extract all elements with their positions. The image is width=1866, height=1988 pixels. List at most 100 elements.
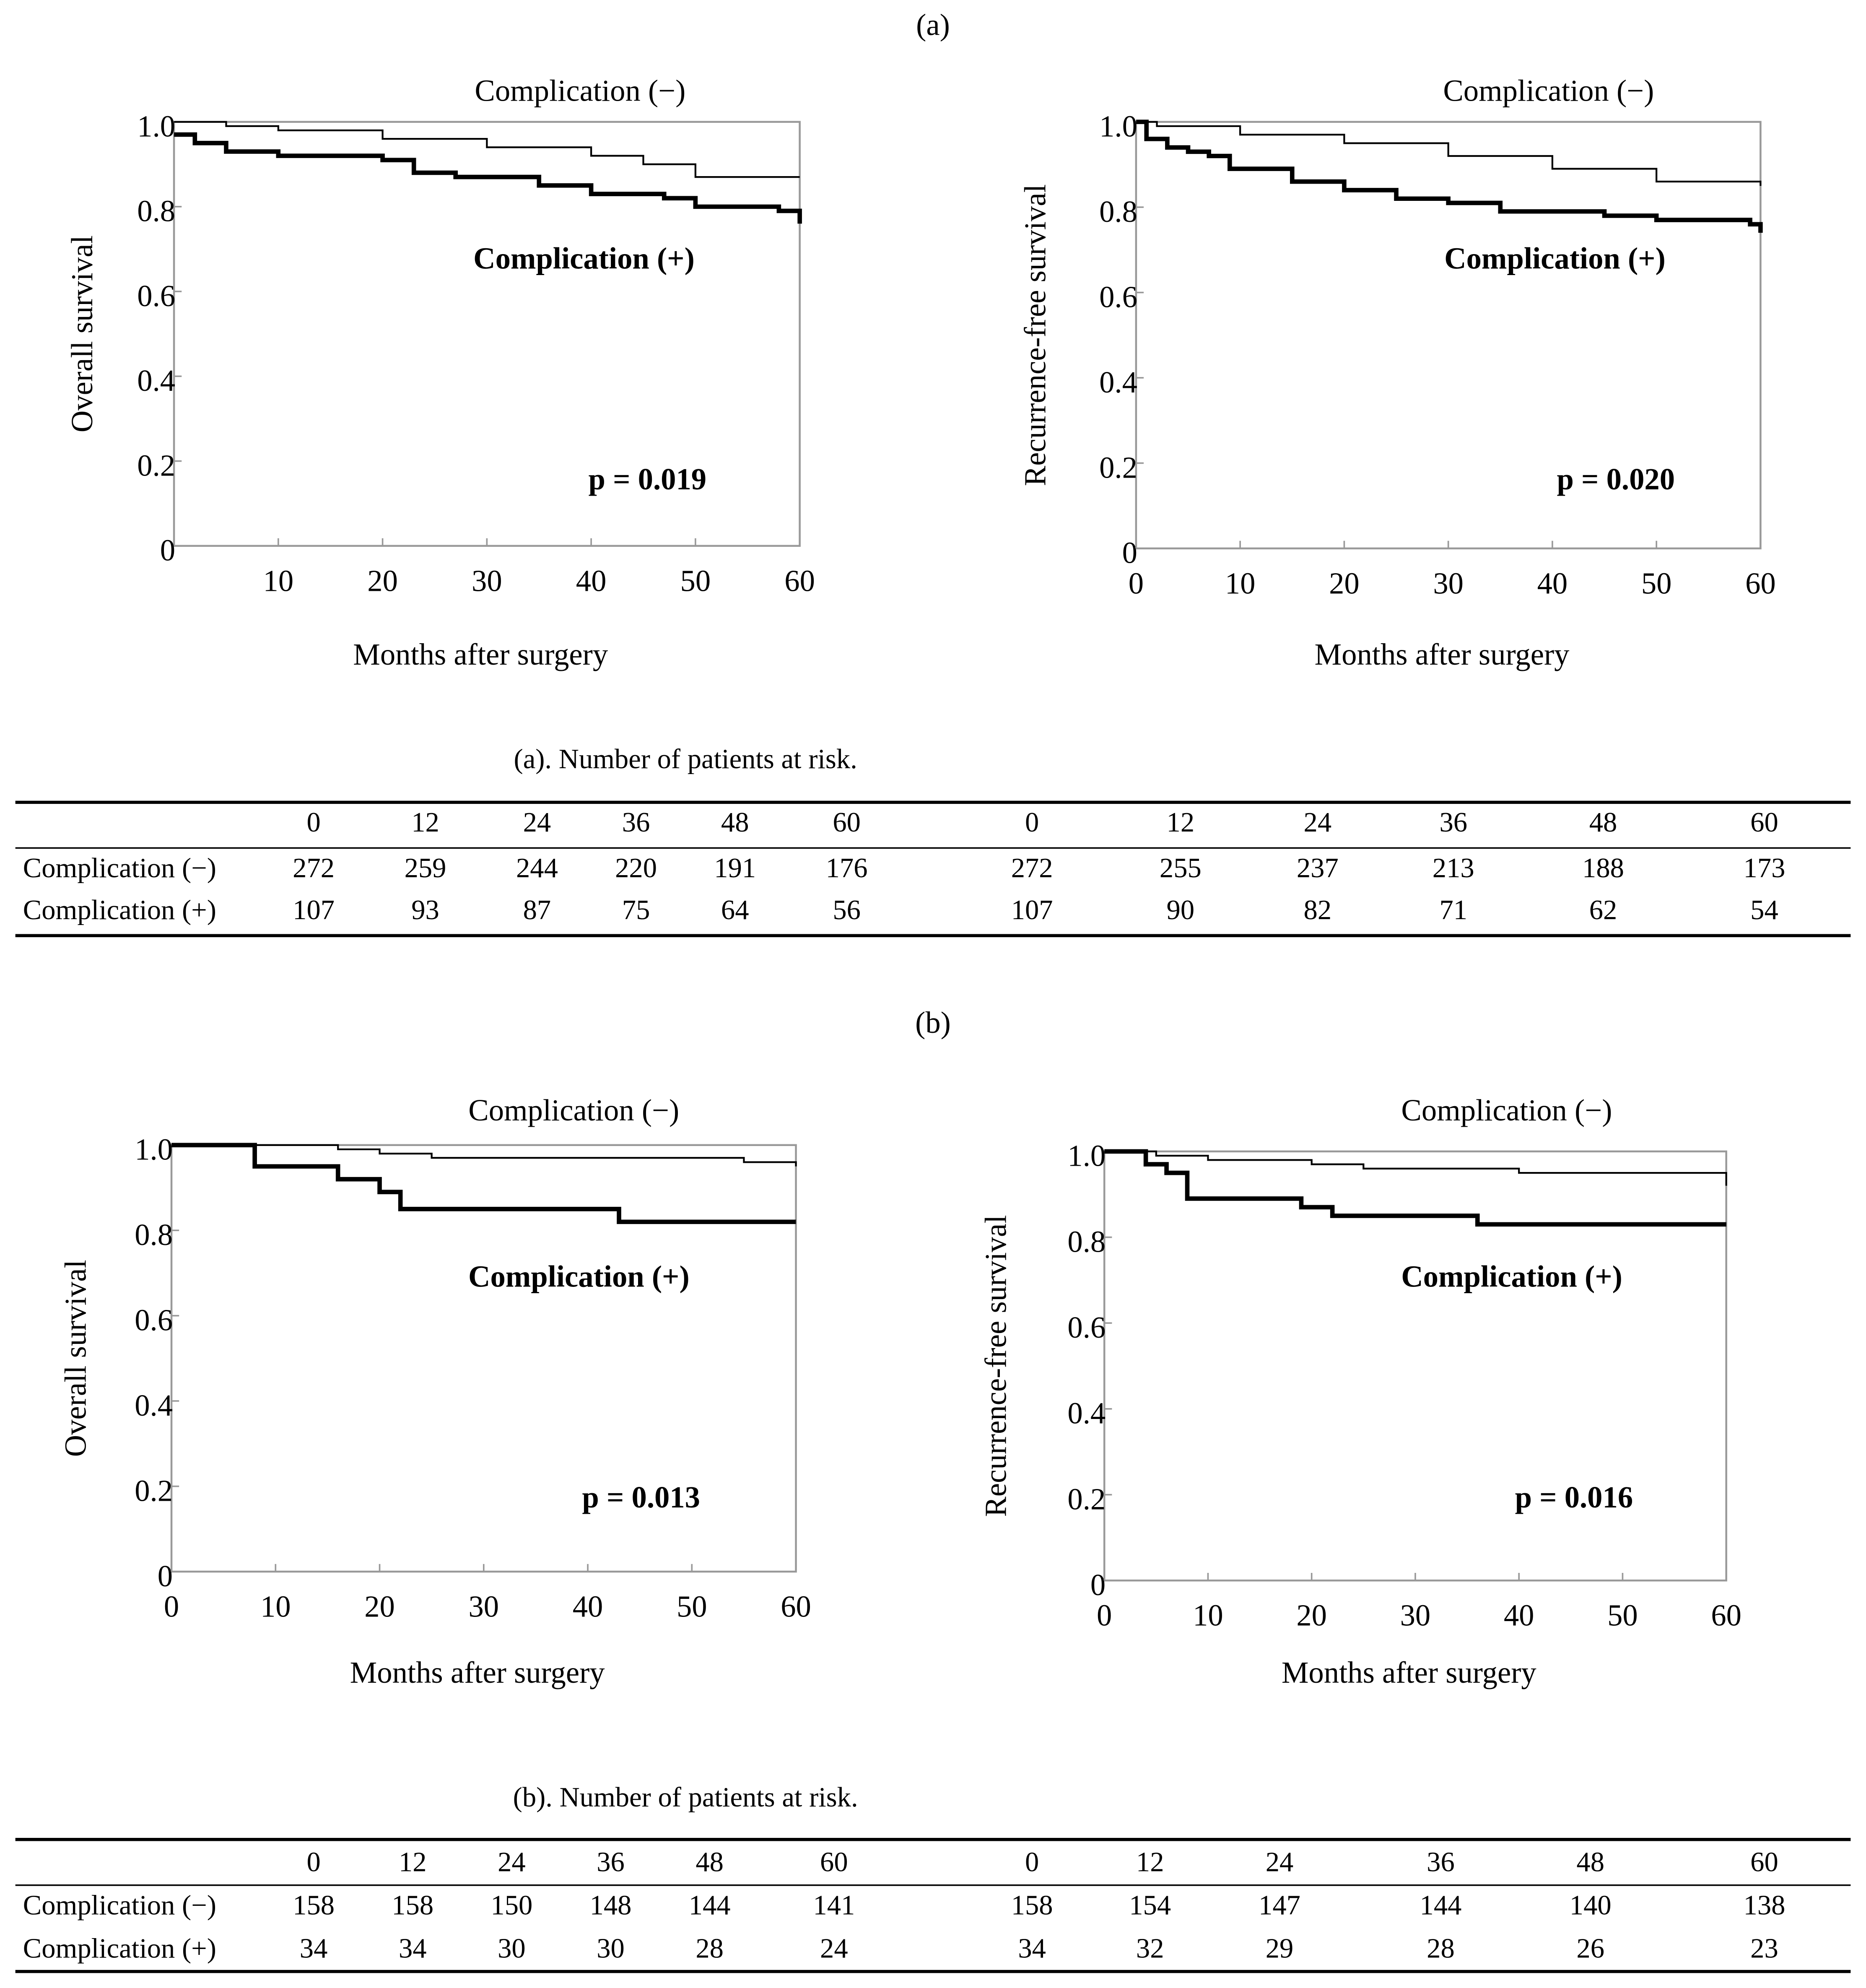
table-cell: 141 xyxy=(813,1890,855,1921)
panel-label: (a) xyxy=(916,8,950,42)
panel-label: (b) xyxy=(915,1006,951,1039)
table-cell: 144 xyxy=(689,1890,731,1921)
curve-label: Complication (+) xyxy=(1401,1259,1622,1293)
x-tick-label: 10 xyxy=(263,564,294,598)
x-tick-label: 0 xyxy=(164,1589,179,1623)
table-cell: 148 xyxy=(590,1890,632,1921)
x-tick-label: 10 xyxy=(260,1589,291,1623)
x-tick-label: 50 xyxy=(1641,566,1672,600)
table-cell: 138 xyxy=(1744,1890,1786,1921)
survival-curve xyxy=(1136,120,1763,233)
table-cell: 54 xyxy=(1750,895,1778,925)
x-tick-label: 10 xyxy=(1225,566,1256,600)
x-axis-label: Months after surgery xyxy=(1282,1655,1537,1689)
table-cell: 154 xyxy=(1129,1890,1171,1921)
curve-label: Complication (+) xyxy=(1444,241,1666,275)
table-cell: 62 xyxy=(1589,895,1617,925)
row-label: Complication (+) xyxy=(23,1933,216,1964)
column-header: 24 xyxy=(498,1847,526,1878)
y-axis-label: Recurrence-free survival xyxy=(979,1215,1013,1517)
y-tick-label: 0.8 xyxy=(135,1218,173,1252)
column-header: 12 xyxy=(1167,807,1195,838)
chart-title: Complication (−) xyxy=(1401,1093,1612,1127)
table-cell: 87 xyxy=(523,895,551,925)
x-tick-label: 60 xyxy=(781,1589,811,1623)
y-tick-label: 0 xyxy=(158,1559,173,1593)
column-header: 0 xyxy=(1025,1847,1039,1878)
column-header: 0 xyxy=(306,1847,320,1878)
table-cell: 82 xyxy=(1304,895,1332,925)
y-tick-label: 0.2 xyxy=(1099,450,1137,484)
column-header: 12 xyxy=(399,1847,427,1878)
x-tick-label: 20 xyxy=(367,564,398,598)
table-cell: 158 xyxy=(293,1890,335,1921)
column-header: 60 xyxy=(1750,1847,1778,1878)
table-cell: 56 xyxy=(833,895,861,925)
x-axis-label: Months after surgery xyxy=(353,637,608,671)
y-tick-label: 1.0 xyxy=(137,109,175,143)
table-cell: 28 xyxy=(1427,1933,1455,1964)
table-cell: 23 xyxy=(1750,1933,1778,1964)
y-tick-label: 1.0 xyxy=(1099,109,1137,143)
table-cell: 107 xyxy=(1011,895,1053,925)
table-cell: 24 xyxy=(820,1933,848,1964)
table-cell: 259 xyxy=(405,853,446,884)
y-tick-label: 0 xyxy=(1090,1568,1106,1602)
y-tick-label: 0.2 xyxy=(135,1473,173,1507)
y-tick-label: 0.6 xyxy=(1099,280,1137,314)
x-tick-label: 30 xyxy=(1433,566,1464,600)
survival-curve xyxy=(171,1144,797,1167)
survival-curve xyxy=(1104,1150,1727,1186)
p-value: p = 0.013 xyxy=(582,1480,700,1514)
survival-curve xyxy=(174,121,800,178)
x-tick-label: 10 xyxy=(1193,1598,1223,1632)
x-axis-label: Months after surgery xyxy=(1315,637,1570,671)
curve-label: Complication (+) xyxy=(473,241,695,275)
y-tick-label: 0.4 xyxy=(1099,365,1137,399)
x-tick-label: 30 xyxy=(1400,1598,1431,1632)
y-axis-label: Overall survival xyxy=(59,1260,93,1457)
column-header: 24 xyxy=(1266,1847,1294,1878)
survival-curve xyxy=(174,132,802,224)
row-label: Complication (−) xyxy=(23,853,216,884)
p-value: p = 0.016 xyxy=(1515,1480,1633,1514)
x-tick-label: 40 xyxy=(576,564,607,598)
y-tick-label: 1.0 xyxy=(135,1133,173,1167)
x-tick-label: 50 xyxy=(680,564,711,598)
chart-title: Complication (−) xyxy=(475,74,685,108)
y-tick-label: 0 xyxy=(1122,536,1137,570)
column-header: 12 xyxy=(1136,1847,1164,1878)
table-cell: 191 xyxy=(714,853,756,884)
y-tick-label: 0.2 xyxy=(137,448,175,482)
y-tick-label: 0.8 xyxy=(1067,1224,1106,1258)
table-cell: 244 xyxy=(516,853,558,884)
table-cell: 75 xyxy=(622,895,650,925)
chart-title: Complication (−) xyxy=(1443,74,1654,108)
table-cell: 237 xyxy=(1297,853,1339,884)
table-caption: (b). Number of patients at risk. xyxy=(513,1782,858,1813)
table-cell: 173 xyxy=(1744,853,1786,884)
table-cell: 144 xyxy=(1420,1890,1462,1921)
table-cell: 158 xyxy=(1011,1890,1053,1921)
table-cell: 30 xyxy=(498,1933,526,1964)
x-tick-label: 20 xyxy=(1329,566,1360,600)
column-header: 48 xyxy=(721,807,749,838)
table-cell: 71 xyxy=(1439,895,1467,925)
table: (a). Number of patients at risk. 0 12 24 36 4… xyxy=(15,744,1851,938)
y-tick-label: 0.2 xyxy=(1067,1482,1106,1516)
table: (b). Number of patients at risk. 0 12 24 36 4… xyxy=(15,1782,1851,1973)
column-header: 24 xyxy=(1304,807,1332,838)
table-cell: 272 xyxy=(293,853,335,884)
column-header: 36 xyxy=(1439,807,1467,838)
table-cell: 28 xyxy=(696,1933,724,1964)
column-header: 36 xyxy=(622,807,650,838)
x-tick-label: 40 xyxy=(1537,566,1568,600)
y-tick-label: 0 xyxy=(160,533,175,567)
x-tick-label: 0 xyxy=(1097,1598,1112,1632)
x-tick-label: 20 xyxy=(364,1589,395,1623)
table-cell: 29 xyxy=(1266,1933,1294,1964)
column-header: 36 xyxy=(1427,1847,1455,1878)
y-tick-label: 1.0 xyxy=(1067,1139,1106,1173)
y-tick-label: 0.8 xyxy=(1099,195,1137,229)
